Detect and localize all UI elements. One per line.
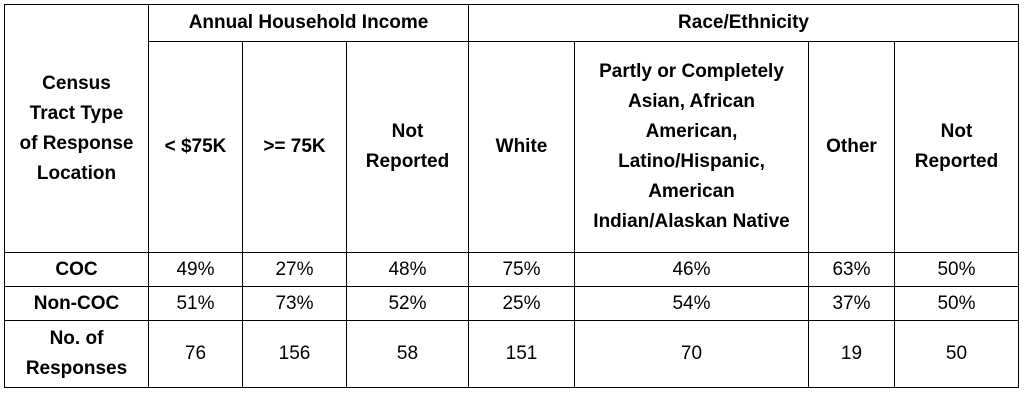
table-row-responses: No. of Responses 76 156 58 151 70 19 50 [4,320,1019,388]
table-cell: 37% [808,286,895,321]
sub-header-75k-plus: >= 75K [242,41,347,253]
table-cell: 48% [346,252,469,287]
table-cell: 75% [468,252,575,287]
table-cell: 54% [574,286,809,321]
table-cell: 58 [346,320,469,388]
row-label: No. of Responses [4,320,149,388]
sub-header-under-75k: < $75K [148,41,243,253]
table-cell: 50% [894,286,1019,321]
sub-header-minority: Partly or Completely Asian, African Amer… [574,41,809,253]
table-cell: 52% [346,286,469,321]
sub-header-row: < $75K >= 75K Not Reported White Partly … [5,41,1019,253]
sub-header-white: White [468,41,575,253]
sub-header-other: Other [808,41,895,253]
data-table: Census Tract Type of Response Location A… [4,4,1019,388]
table-cell: 49% [148,252,243,287]
sub-header-income-not-reported: Not Reported [346,41,469,253]
table-cell: 63% [808,252,895,287]
table-cell: 19 [808,320,895,388]
table-cell: 25% [468,286,575,321]
table-cell: 51% [148,286,243,321]
table-row-non-coc: Non-COC 51% 73% 52% 25% 54% 37% 50% [4,286,1019,321]
table-row-coc: COC 49% 27% 48% 75% 46% 63% 50% [4,252,1019,287]
table-cell: 50% [894,252,1019,287]
group-header-race: Race/Ethnicity [468,4,1019,42]
row-label: COC [4,252,149,287]
table-cell: 76 [148,320,243,388]
table-cell: 73% [242,286,347,321]
table-cell: 151 [468,320,575,388]
group-header-row: Census Tract Type of Response Location A… [4,4,1019,253]
corner-header: Census Tract Type of Response Location [4,4,149,253]
table-cell: 156 [242,320,347,388]
group-header-income: Annual Household Income [148,4,469,42]
row-label: Non-COC [4,286,149,321]
table-cell: 46% [574,252,809,287]
table-cell: 50 [894,320,1019,388]
sub-header-race-not-reported: Not Reported [894,41,1019,253]
table-cell: 70 [574,320,809,388]
table-cell: 27% [242,252,347,287]
